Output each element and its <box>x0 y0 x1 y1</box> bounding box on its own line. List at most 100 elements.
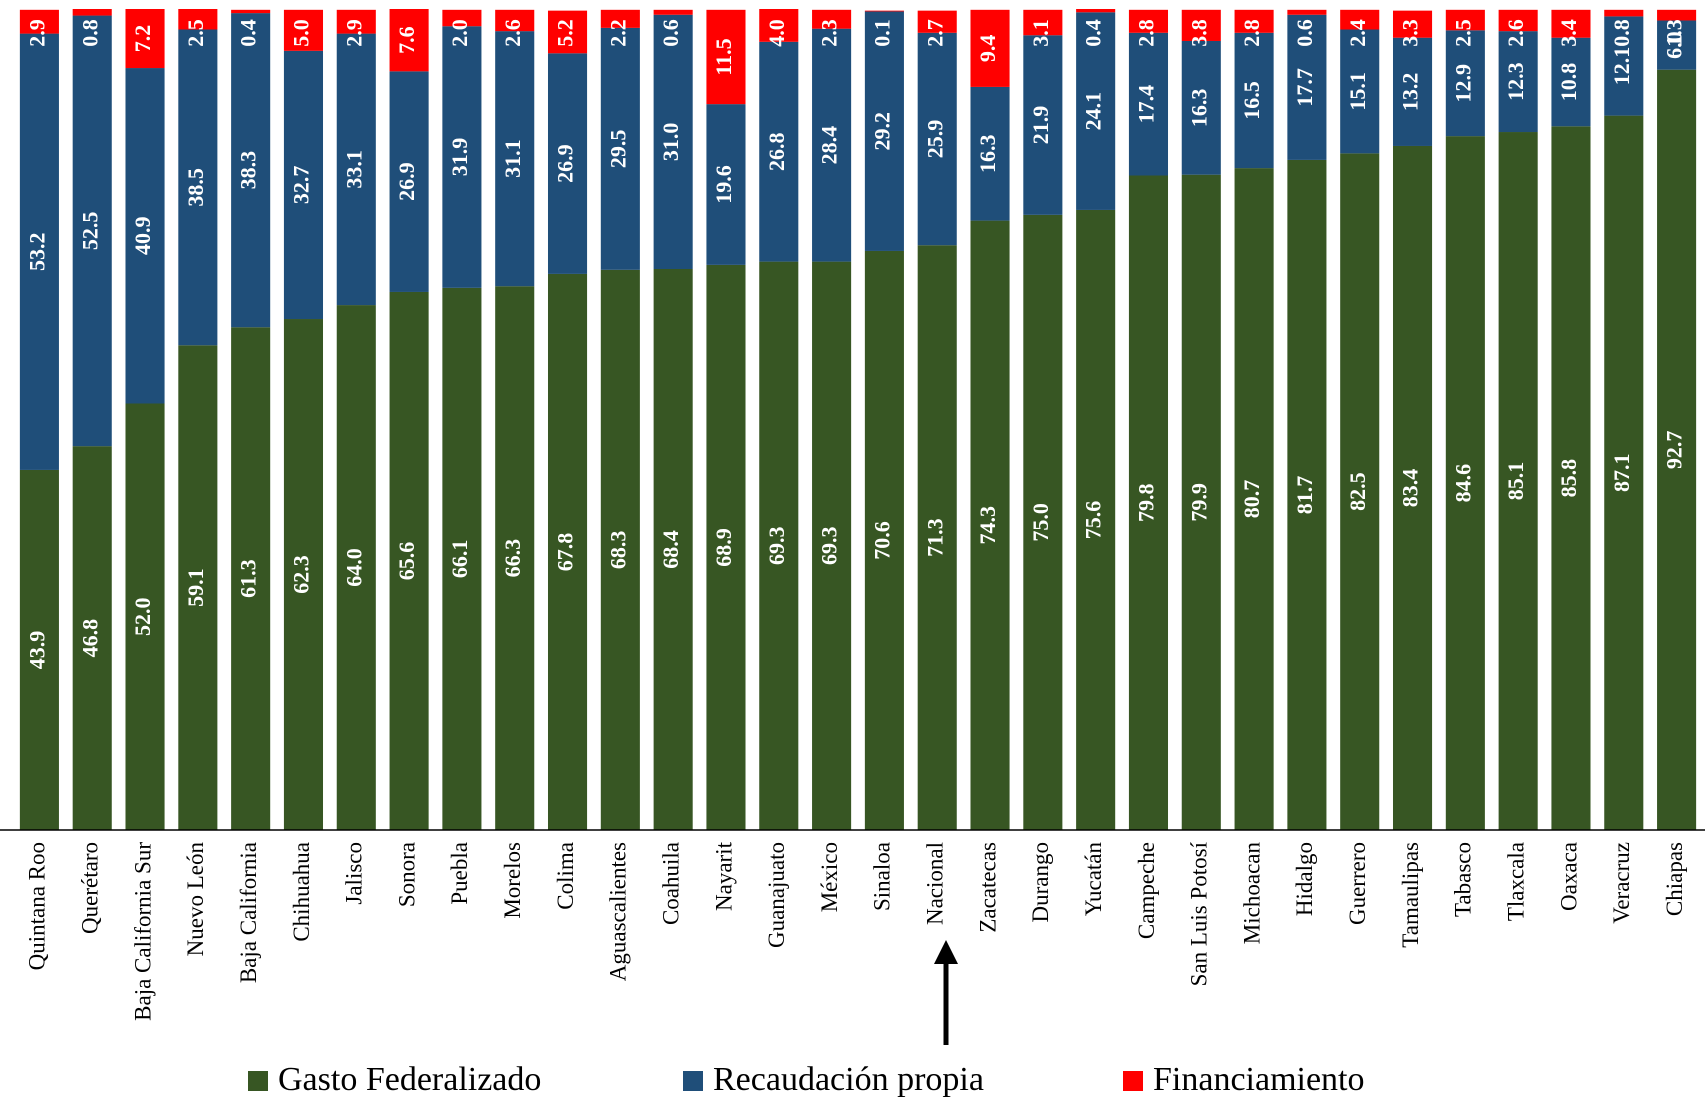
bar-segment <box>1445 30 1485 137</box>
bar-segment <box>283 9 324 51</box>
plot-area: 43.9 53.2 2.9 46.8 52.5 0.8 52.0 40.9 7.2 59.1 38.… <box>19 9 1697 831</box>
data-label: 26.8 <box>764 132 789 171</box>
data-label: 75.6 <box>1081 501 1106 540</box>
bar-segment <box>1551 126 1591 831</box>
bar-segment <box>970 9 1010 87</box>
data-label: 0.4 <box>1081 19 1106 47</box>
x-tick-label: Nuevo León <box>183 842 208 957</box>
data-label: 70.6 <box>869 521 894 560</box>
bar-segment <box>1445 9 1485 31</box>
x-tick-label: Guanajuato <box>764 842 789 948</box>
bar-segment <box>812 9 852 29</box>
data-label: 0.6 <box>658 19 683 47</box>
x-tick-label: Sinaloa <box>870 842 895 911</box>
x-tick-label: Morelos <box>500 842 525 919</box>
bar-segment <box>125 403 165 830</box>
data-label: 12.9 <box>1450 64 1475 103</box>
bar-segment <box>1181 40 1221 175</box>
bar-segment <box>19 33 59 470</box>
bar-segment <box>1128 9 1169 33</box>
bar-segment <box>1445 136 1485 830</box>
data-label: 0.6 <box>1292 19 1317 47</box>
data-label: 28.4 <box>817 126 842 165</box>
bar-segment <box>178 29 218 346</box>
data-label: 69.3 <box>817 527 842 566</box>
data-label: 9.4 <box>975 35 1000 63</box>
bar-segment <box>1657 9 1697 21</box>
data-label: 4.0 <box>764 19 789 47</box>
bar-segment <box>231 9 271 14</box>
bar-segment <box>864 11 904 251</box>
bar-segment <box>812 28 852 262</box>
data-label: 40.9 <box>130 217 155 256</box>
data-label: 3.8 <box>1186 19 1211 47</box>
bar-segment <box>917 32 957 246</box>
data-label: 74.3 <box>975 506 1000 545</box>
data-label: 12.3 <box>1503 62 1528 101</box>
data-label: 2.3 <box>817 19 842 47</box>
bar-segment <box>72 9 112 16</box>
x-tick-label: Oaxaca <box>1556 842 1581 911</box>
bar-segment <box>1657 69 1697 831</box>
data-label: 79.8 <box>1134 483 1159 522</box>
data-label: 16.5 <box>1239 81 1264 120</box>
bar-segment <box>600 9 640 28</box>
data-label: 82.5 <box>1345 472 1370 511</box>
bar-segment <box>1287 9 1327 15</box>
x-tick-label: Hidalgo <box>1292 842 1317 916</box>
bar-segment <box>1498 132 1538 830</box>
bar-segment <box>759 41 799 262</box>
bar-segment <box>1234 168 1274 831</box>
data-label: 3.4 <box>1556 19 1581 47</box>
data-label: 19.6 <box>711 165 736 204</box>
bar-segment <box>547 273 588 830</box>
bar-segment <box>706 264 746 830</box>
x-tick-label: Coahuila <box>658 842 683 925</box>
data-label: 85.8 <box>1556 459 1581 498</box>
legend-swatch <box>683 1071 703 1091</box>
data-label: 66.3 <box>500 539 525 578</box>
bar-segment <box>336 33 376 306</box>
data-label: 2.6 <box>1503 19 1528 47</box>
legend-label: Recaudación propia <box>713 1061 984 1098</box>
data-label: 85.1 <box>1503 462 1528 501</box>
data-label: 6.0 <box>1662 31 1687 59</box>
x-tick-label: Zacatecas <box>975 842 1000 933</box>
bar-segment <box>864 10 904 12</box>
data-label: 31.9 <box>447 138 472 177</box>
bar-segment <box>178 9 218 30</box>
data-label: 16.3 <box>975 135 1000 174</box>
data-label: 13.2 <box>1398 73 1423 112</box>
x-tick-label: Nacional <box>923 842 948 925</box>
bar-segment <box>864 250 904 830</box>
bar-segment <box>1287 159 1327 830</box>
bar-segment <box>1076 9 1116 13</box>
x-tick-label: Michoacan <box>1239 842 1264 945</box>
bar-segment <box>72 446 112 830</box>
data-label: 92.7 <box>1662 431 1687 470</box>
data-label: 26.9 <box>394 162 419 201</box>
arrow <box>934 940 958 1045</box>
bar-segment <box>1551 9 1591 38</box>
data-label: 2.8 <box>1239 19 1264 47</box>
bar-segment <box>178 345 218 830</box>
data-label: 71.3 <box>922 518 947 557</box>
bar-segment <box>1181 174 1221 830</box>
data-label: 0.4 <box>236 19 261 47</box>
x-tick-label: Sonora <box>394 842 419 907</box>
x-tick-label: Tamaulipas <box>1398 842 1423 948</box>
data-label: 25.9 <box>922 120 947 159</box>
data-label: 11.5 <box>711 38 736 75</box>
x-tick-label: Tabasco <box>1451 842 1476 917</box>
x-tick-label: Baja California Sur <box>130 842 155 1021</box>
bar-segment <box>283 50 324 320</box>
data-label: 29.2 <box>869 112 894 151</box>
data-label: 81.7 <box>1292 476 1317 515</box>
data-label: 64.0 <box>341 548 366 587</box>
bar-segment <box>1128 175 1169 830</box>
bar-segment <box>72 15 112 447</box>
data-label: 15.1 <box>1345 72 1370 111</box>
bar-segment <box>125 9 165 69</box>
